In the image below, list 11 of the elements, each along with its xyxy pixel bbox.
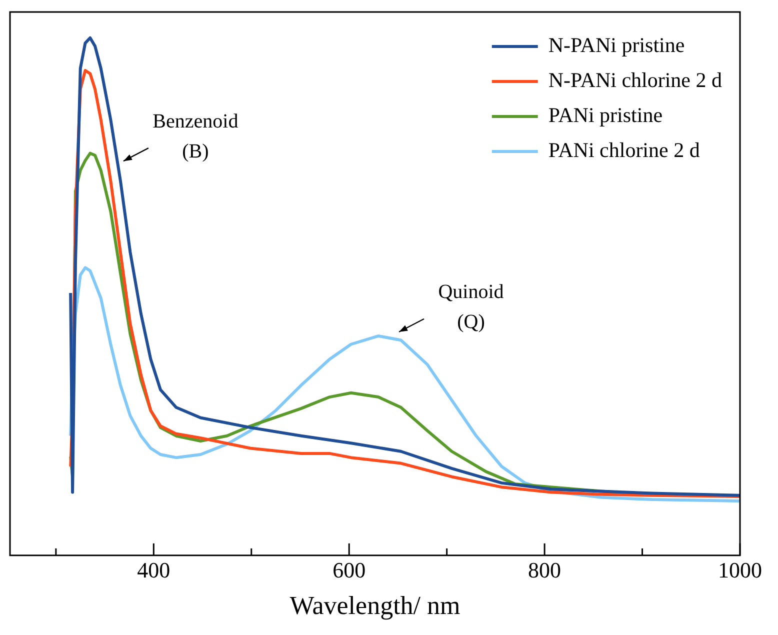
x-axis-title: Wavelength/ nm bbox=[290, 591, 460, 620]
legend-label: N-PANi pristine bbox=[548, 33, 685, 58]
annotation: Quinoid (Q) bbox=[438, 281, 504, 334]
legend-label: N-PANi chlorine 2 d bbox=[548, 68, 722, 92]
x-tick-label: 600 bbox=[332, 557, 366, 582]
x-tick-label: 400 bbox=[137, 557, 170, 582]
annotation: Benzenoid (B) bbox=[152, 110, 238, 162]
legend-label: PANi pristine bbox=[548, 103, 663, 128]
x-tick-label: 800 bbox=[528, 557, 562, 582]
legend-label: PANi chlorine 2 d bbox=[548, 138, 700, 162]
x-tick-label: 1000 bbox=[718, 557, 762, 582]
